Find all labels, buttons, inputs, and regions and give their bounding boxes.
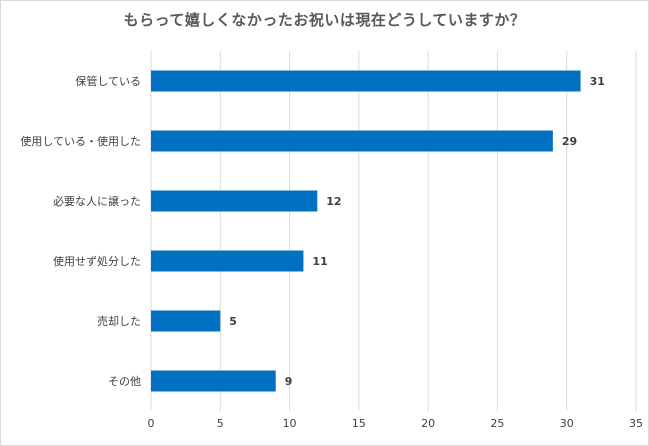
- bar-0: [151, 70, 581, 92]
- data-label-2: 12: [326, 195, 341, 208]
- data-label-0: 31: [590, 75, 605, 88]
- category-label-2: 必要な人に譲った: [53, 194, 141, 208]
- category-label-1: 使用している・使用した: [20, 135, 141, 148]
- bar-3: [151, 250, 304, 272]
- bar-1: [151, 130, 553, 152]
- data-label-4: 5: [229, 315, 237, 328]
- category-label-4: 売却した: [97, 315, 141, 328]
- category-label-5: その他: [108, 375, 141, 388]
- x-tick-label-30: 30: [560, 417, 574, 430]
- data-label-3: 11: [312, 255, 327, 268]
- category-label-3: 使用せず処分した: [53, 255, 141, 268]
- bar-2: [151, 190, 318, 212]
- x-tick-label-0: 0: [148, 417, 155, 430]
- x-tick-label-10: 10: [283, 417, 297, 430]
- data-label-1: 29: [562, 135, 577, 148]
- x-tick-label-35: 35: [629, 417, 643, 430]
- bar-5: [151, 370, 276, 392]
- chart-title: もらって嬉しくなかったお祝いは現在どうしていますか？: [123, 11, 526, 29]
- x-tick-label-5: 5: [217, 417, 224, 430]
- x-tick-label-20: 20: [421, 417, 435, 430]
- x-tick-label-25: 25: [490, 417, 504, 430]
- data-label-5: 9: [285, 375, 293, 388]
- x-tick-label-15: 15: [352, 417, 366, 430]
- category-label-0: 保管している: [75, 74, 141, 88]
- bar-4: [151, 310, 221, 332]
